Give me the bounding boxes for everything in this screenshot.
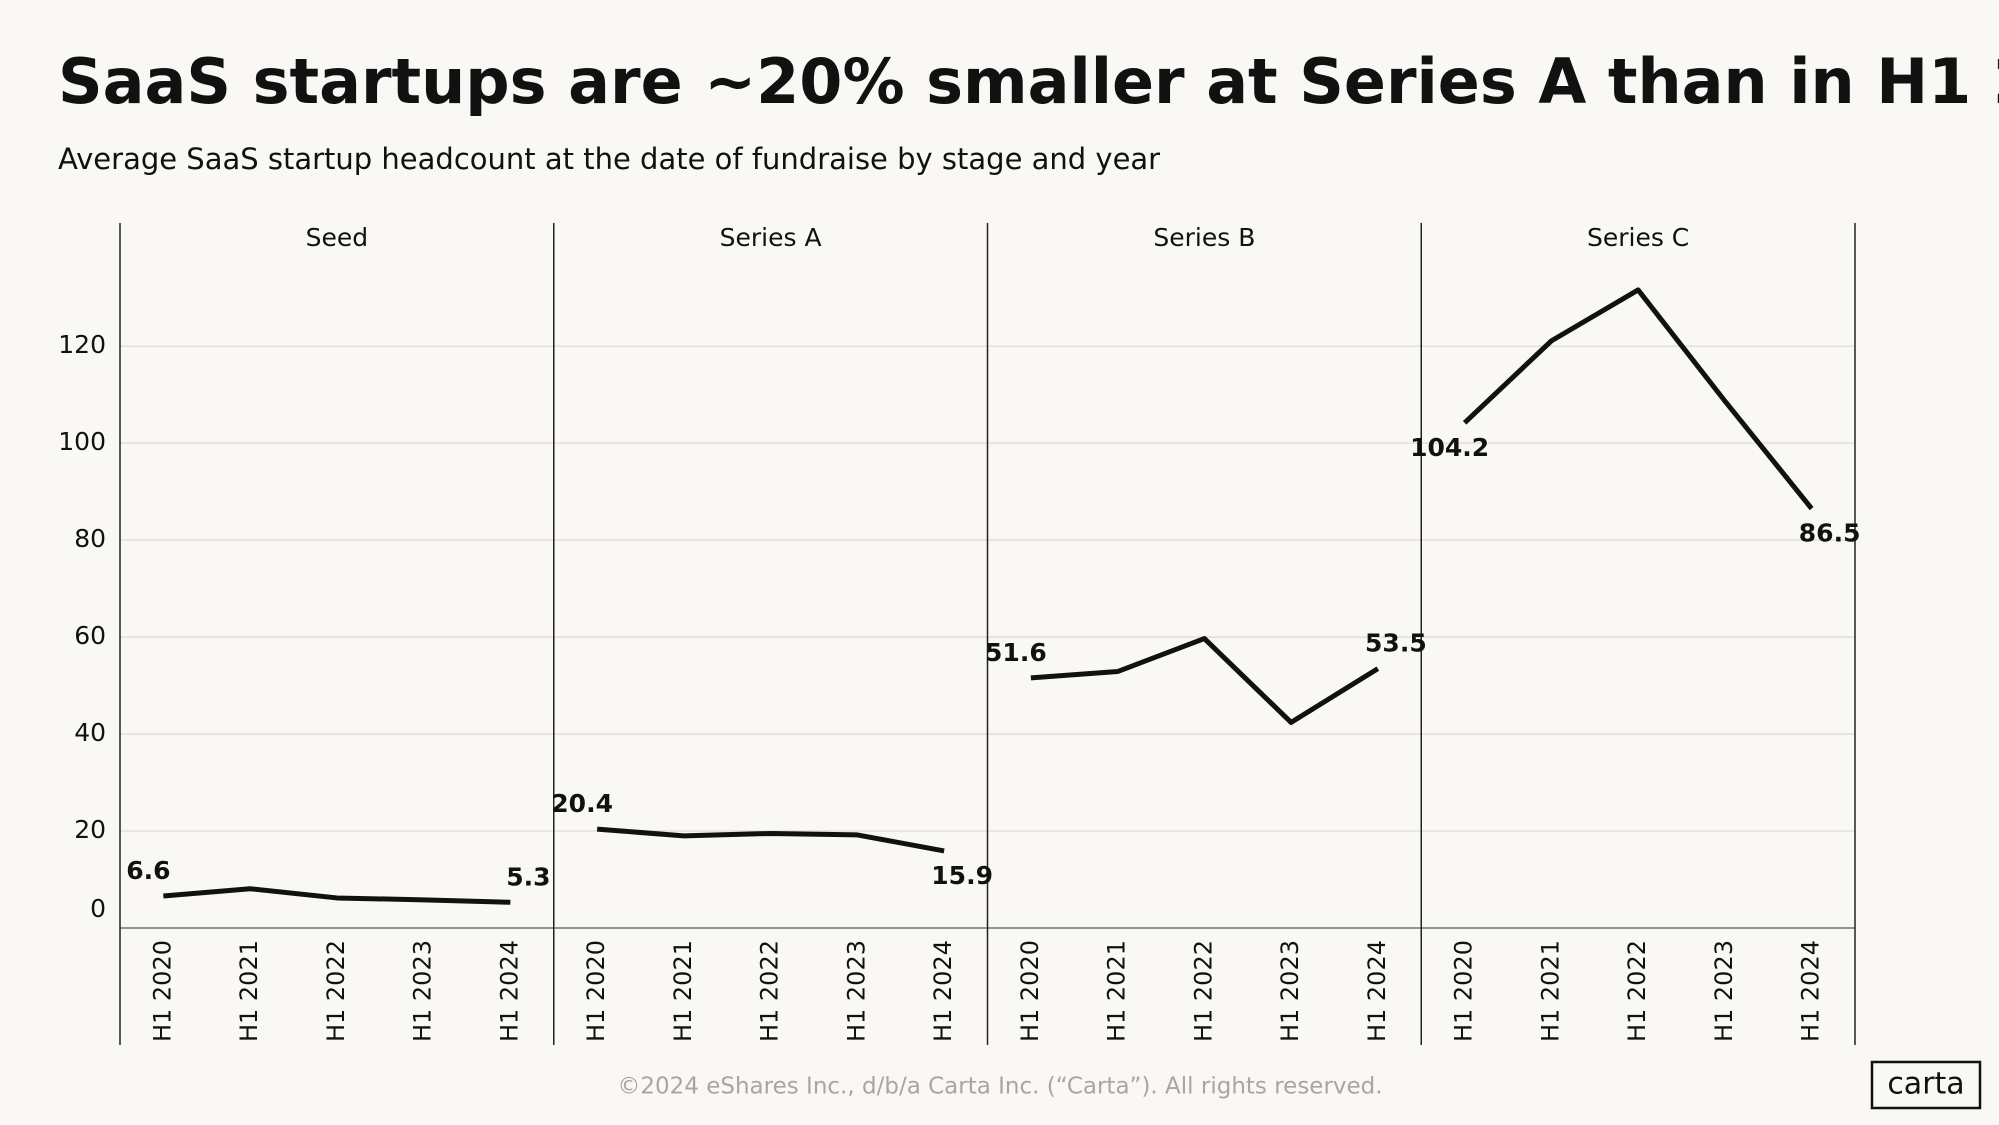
x-tick-label: H1 2024 — [1797, 940, 1825, 1042]
panel-title: Series A — [720, 223, 822, 252]
value-label: 86.5 — [1799, 519, 1861, 548]
value-label: 104.2 — [1410, 433, 1489, 462]
x-tick-label: H1 2022 — [1189, 940, 1217, 1042]
logo-box — [1870, 1060, 1982, 1110]
x-tick-label: H1 2020 — [148, 940, 176, 1042]
x-tick-label: H1 2020 — [1016, 940, 1044, 1042]
logo: carta — [1887, 1067, 1964, 1102]
line — [163, 886, 511, 905]
y-tick-label: 20 — [74, 815, 106, 844]
line — [596, 826, 945, 854]
x-tick-label: H1 2022 — [1623, 940, 1651, 1042]
value-label: 5.3 — [506, 862, 550, 891]
value-label: 15.9 — [931, 861, 993, 890]
chart-subtitle: Average SaaS startup headcount at the da… — [58, 142, 1160, 176]
footer: ©2024 eShares Inc., d/b/a Carta Inc. (“C… — [617, 1074, 1382, 1100]
panel-title: Series B — [1153, 223, 1255, 252]
y-tick-label: 40 — [74, 718, 106, 747]
x-tick-label: H1 2024 — [495, 940, 523, 1042]
value-label: 20.4 — [551, 789, 613, 818]
x-tick-label: H1 2023 — [1276, 940, 1304, 1042]
x-tick-label: H1 2021 — [235, 940, 263, 1042]
x-tick-label: H1 2022 — [756, 940, 784, 1042]
value-label: 51.6 — [985, 638, 1047, 667]
x-tick-label: H1 2024 — [929, 940, 957, 1042]
line — [1462, 287, 1814, 511]
panel-title: Seed — [306, 223, 369, 252]
panel-title: Series C — [1587, 223, 1689, 252]
x-tick-label: H1 2021 — [1103, 940, 1131, 1042]
x-tick-label: H1 2023 — [842, 940, 870, 1042]
x-tick-label: H1 2021 — [669, 940, 697, 1042]
line — [1030, 636, 1380, 725]
x-tick-label: H1 2022 — [322, 940, 350, 1042]
y-tick-label: 100 — [58, 427, 106, 456]
x-tick-label: H1 2021 — [1536, 940, 1564, 1042]
x-tick-label: H1 2020 — [582, 940, 610, 1042]
y-tick-label: 0 — [90, 894, 106, 923]
value-label: 6.6 — [126, 856, 170, 885]
chart-title: SaaS startups are ~20% smaller at Series… — [58, 45, 1999, 118]
y-tick-label: 80 — [74, 524, 106, 553]
x-tick-label: H1 2024 — [1363, 940, 1391, 1042]
x-tick-label: H1 2020 — [1450, 940, 1478, 1042]
y-tick-label: 120 — [58, 330, 106, 359]
x-tick-label: H1 2023 — [409, 940, 437, 1042]
value-label: 53.5 — [1365, 629, 1427, 658]
y-tick-label: 60 — [74, 621, 106, 650]
x-tick-label: H1 2023 — [1710, 940, 1738, 1042]
